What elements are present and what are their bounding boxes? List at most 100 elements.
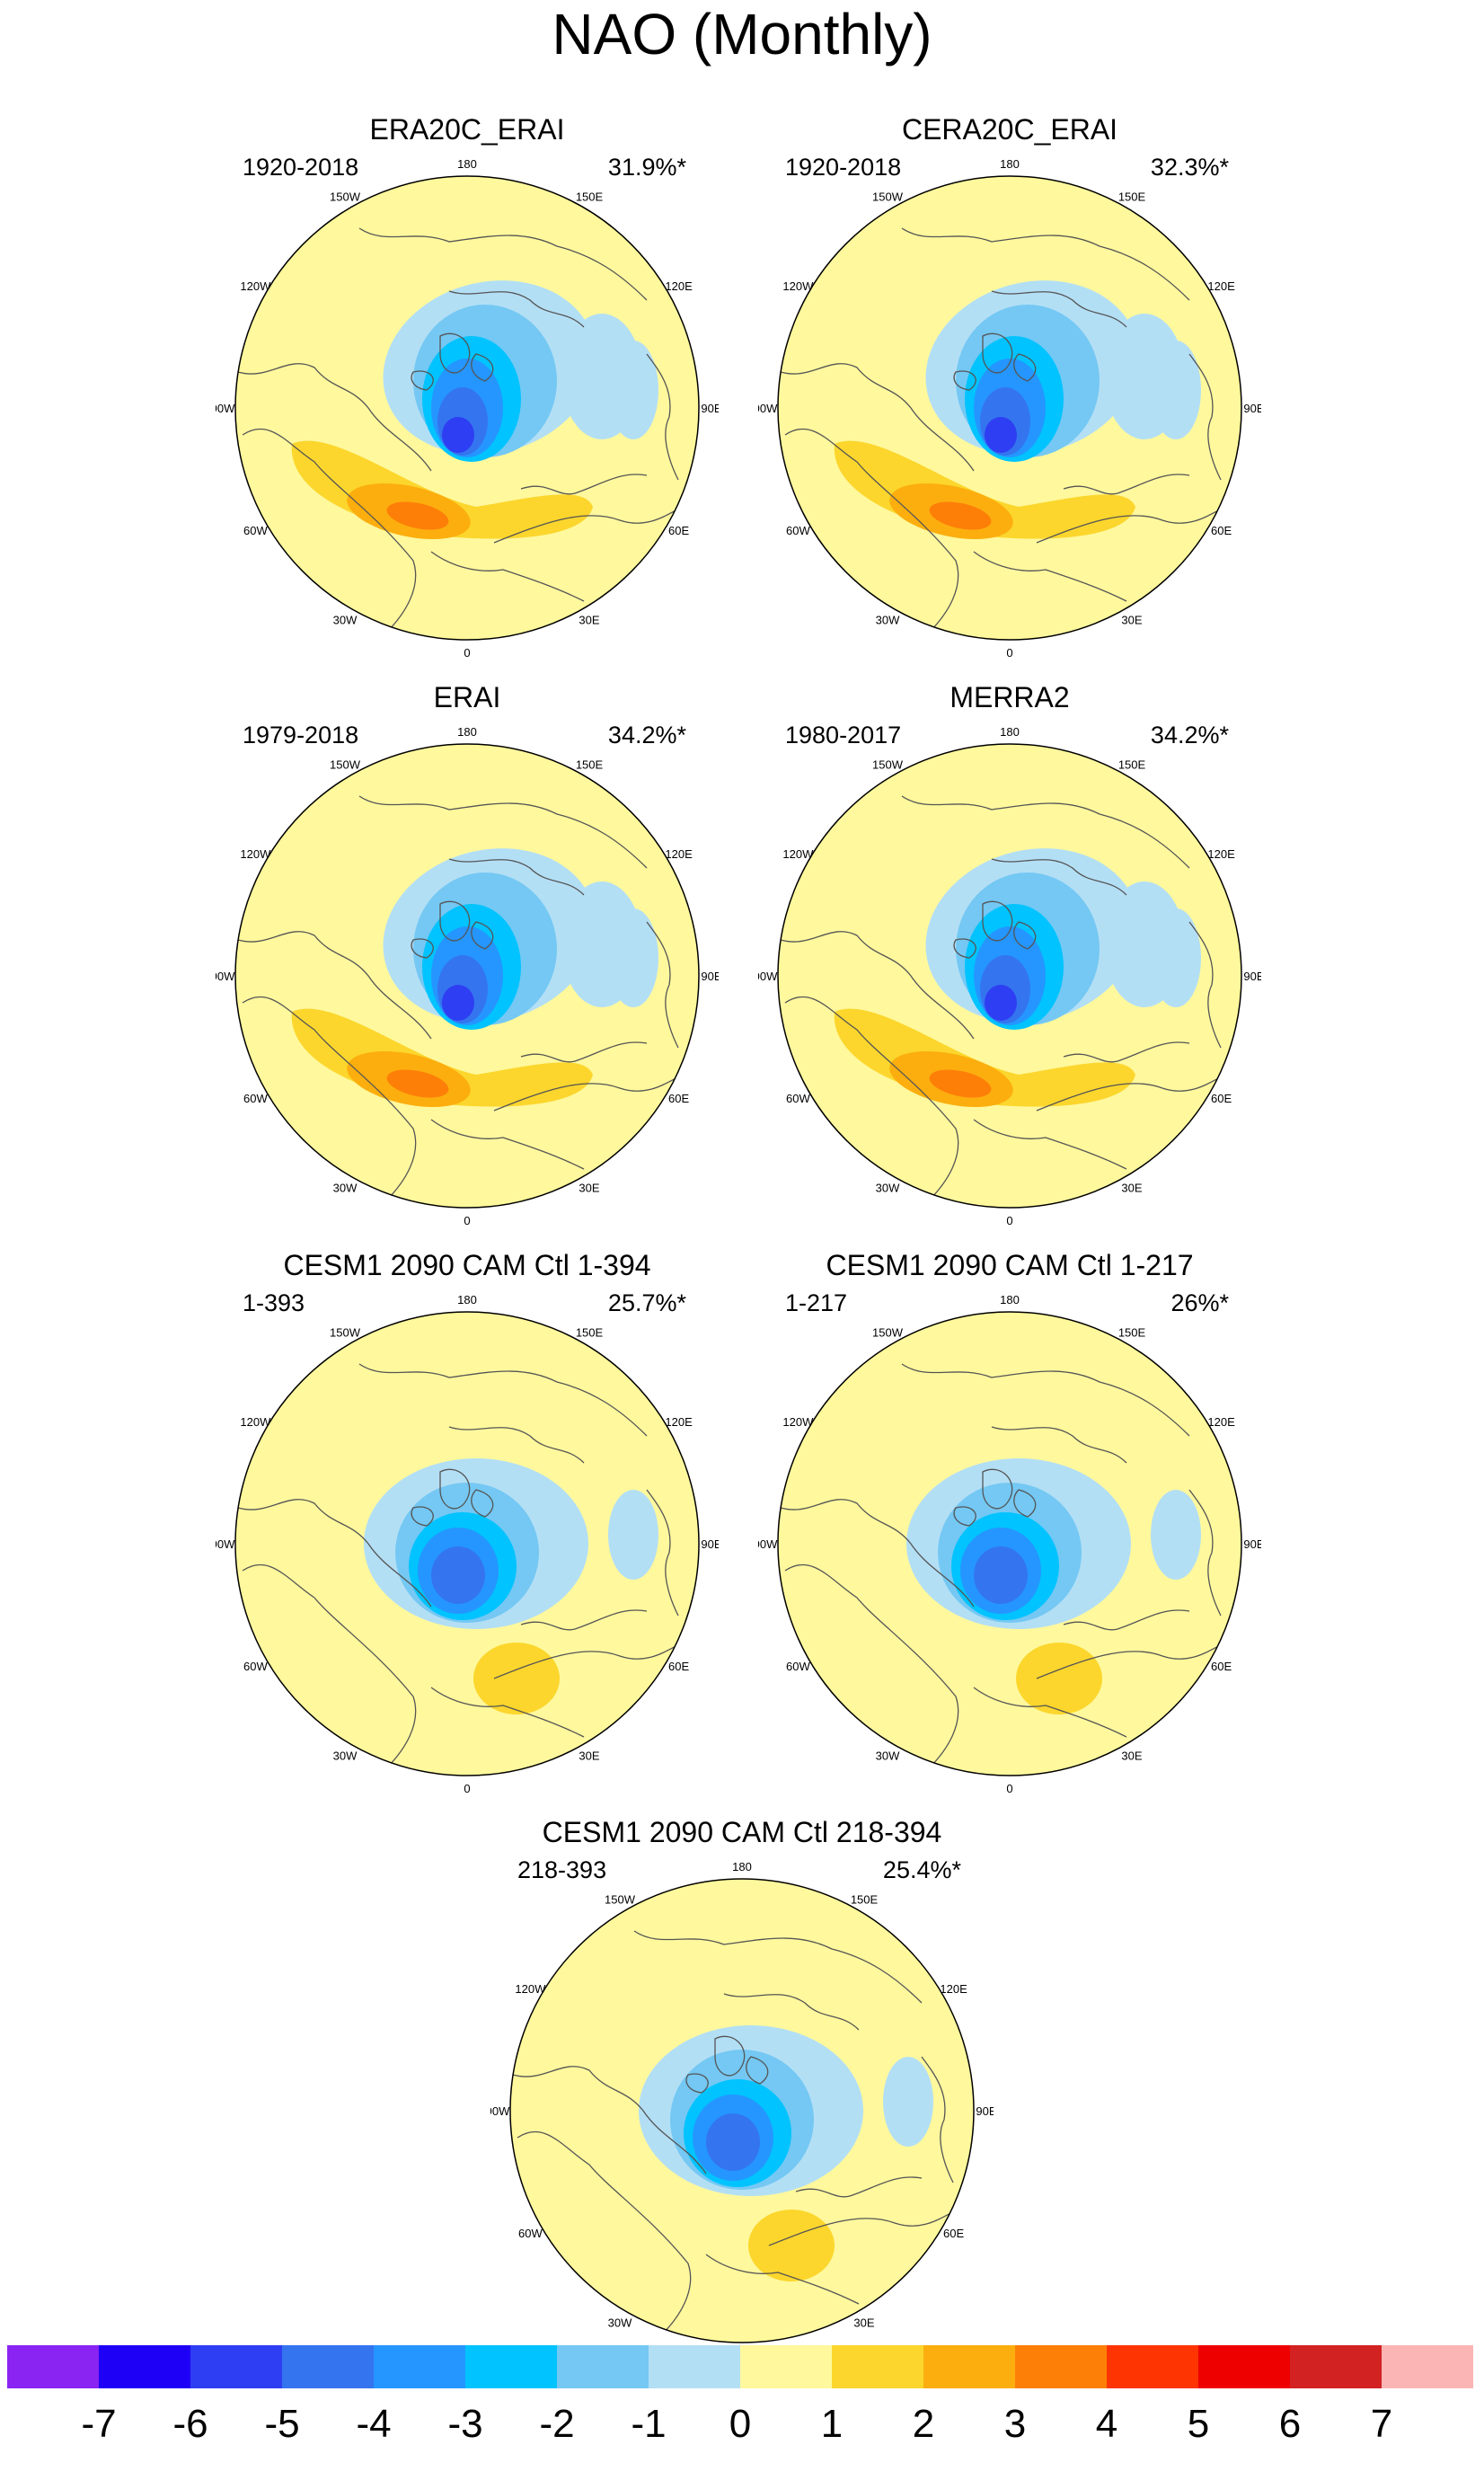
panel-title: CESM1 2090 CAM Ctl 218-394 xyxy=(542,1816,942,1848)
coastline xyxy=(953,370,976,391)
longitude-label: 90W xyxy=(216,402,235,415)
coastline xyxy=(448,1426,585,1464)
longitude-label: 150E xyxy=(576,1325,604,1339)
negative-anomaly-pacific xyxy=(608,341,658,439)
map-border xyxy=(234,1311,700,1776)
longitude-label: 0 xyxy=(464,1782,470,1795)
coastline xyxy=(1188,353,1222,481)
longitude-label: 150E xyxy=(851,1892,879,1906)
coastline xyxy=(237,931,432,1040)
map-border xyxy=(777,175,1242,641)
coastlines xyxy=(780,1363,1226,1769)
colorbar-swatch xyxy=(649,2345,740,2388)
panel-title: CESM1 2090 CAM Ctl 1-394 xyxy=(283,1249,651,1281)
longitude-label: 150W xyxy=(330,1325,361,1339)
panel-period: 1-393 xyxy=(243,1289,305,1316)
longitude-label: 120W xyxy=(782,279,814,293)
longitude-label: 60E xyxy=(943,2227,964,2240)
longitude-label: 120W xyxy=(782,847,814,861)
negative-anomaly-pacific xyxy=(608,908,658,1007)
panel-explained-variance: 25.7%* xyxy=(607,1289,686,1316)
panel-period: 1979-2018 xyxy=(243,722,359,748)
coastline xyxy=(520,1041,648,1063)
panel-explained-variance: 34.2%* xyxy=(607,722,686,748)
longitude-label: 60E xyxy=(1211,1660,1232,1673)
negative-anomaly-5 xyxy=(706,2113,760,2171)
coastline xyxy=(723,1993,860,2031)
colorbar-label: 2 xyxy=(912,2402,935,2446)
longitude-label: 30E xyxy=(579,614,599,627)
positive-anomaly-1 xyxy=(473,1643,560,1714)
colorbar-swatch xyxy=(374,2345,465,2388)
coastline xyxy=(780,1499,975,1608)
negative-anomaly-pacific xyxy=(608,1490,658,1580)
coastline xyxy=(982,332,1013,374)
coastline xyxy=(411,938,434,959)
coastline xyxy=(439,332,471,374)
polar-map: 180150W150E120W120E90W90E60W60E30W30E0 xyxy=(758,725,1261,1227)
colorbar-swatch xyxy=(832,2345,923,2388)
coastline xyxy=(973,1119,1127,1170)
coastlines xyxy=(237,1363,684,1769)
longitude-label: 30E xyxy=(579,1182,599,1195)
polar-map: 180150W150E120W120E90W90E60W60E30W30E0 xyxy=(490,1860,994,2362)
colorbar-label: -5 xyxy=(264,2402,300,2446)
map-border xyxy=(234,743,700,1209)
negative-anomaly-5 xyxy=(431,1546,485,1604)
longitude-label: 30E xyxy=(853,2316,874,2330)
polar-map: 180150W150E120W120E90W90E60W60E30W30E0 xyxy=(216,1293,719,1795)
longitude-label: 60W xyxy=(518,2227,543,2240)
colorbar-swatch xyxy=(7,2345,99,2388)
map-border xyxy=(777,743,1242,1209)
negative-anomaly-5 xyxy=(974,1546,1028,1604)
coastline xyxy=(1036,1642,1226,1679)
coastline xyxy=(242,996,417,1201)
coastline xyxy=(780,931,975,1040)
coastline xyxy=(448,858,585,896)
coastline xyxy=(493,506,684,544)
panel-title: ERAI xyxy=(433,681,501,713)
coastline xyxy=(795,2176,923,2198)
colorbar-swatch xyxy=(1290,2345,1382,2388)
longitude-label: 30W xyxy=(876,1182,900,1195)
longitude-label: 60E xyxy=(1211,524,1232,537)
positive-anomaly-3 xyxy=(386,501,449,530)
longitude-label: 60W xyxy=(243,1660,268,1673)
negative-anomaly-6 xyxy=(442,985,474,1021)
longitude-label: 60E xyxy=(1211,1092,1232,1105)
map-border xyxy=(777,1311,1242,1776)
coastline xyxy=(714,2035,746,2077)
colorbar-label: 1 xyxy=(820,2402,844,2446)
longitude-label: 60W xyxy=(786,1092,810,1105)
longitude-label: 180 xyxy=(1000,1293,1020,1307)
figure-title: NAO (Monthly) xyxy=(552,2,932,66)
longitude-label: 60E xyxy=(668,1092,689,1105)
coastline xyxy=(991,1426,1127,1464)
coastline xyxy=(430,1687,585,1738)
coastline xyxy=(493,1642,684,1679)
colorbar-label: 3 xyxy=(1003,2402,1027,2446)
colorbar-swatch xyxy=(740,2345,832,2388)
coastline xyxy=(242,1563,417,1769)
colorbar-swatch xyxy=(99,2345,190,2388)
longitude-label: 90E xyxy=(701,970,719,983)
longitude-label: 120W xyxy=(240,847,271,861)
coastline xyxy=(358,227,648,301)
negative-anomaly-pacific xyxy=(1151,908,1201,1007)
colorbar-label: -6 xyxy=(172,2402,208,2446)
longitude-label: 120W xyxy=(515,1982,546,1996)
coastline xyxy=(1063,474,1190,495)
map-border xyxy=(509,1878,975,2343)
longitude-label: 90E xyxy=(1243,970,1261,983)
coastline xyxy=(633,1930,923,2004)
longitude-label: 30W xyxy=(876,1749,900,1763)
longitude-label: 30W xyxy=(333,1749,358,1763)
coastline xyxy=(953,1506,976,1527)
longitude-label: 180 xyxy=(457,157,477,171)
longitude-label: 120E xyxy=(1207,1415,1235,1429)
coastline xyxy=(991,858,1127,896)
longitude-label: 120E xyxy=(665,1415,693,1429)
polar-map: 180150W150E120W120E90W90E60W60E30W30E0 xyxy=(758,157,1261,660)
positive-anomaly-1 xyxy=(1016,1643,1102,1714)
coastline xyxy=(237,363,432,472)
